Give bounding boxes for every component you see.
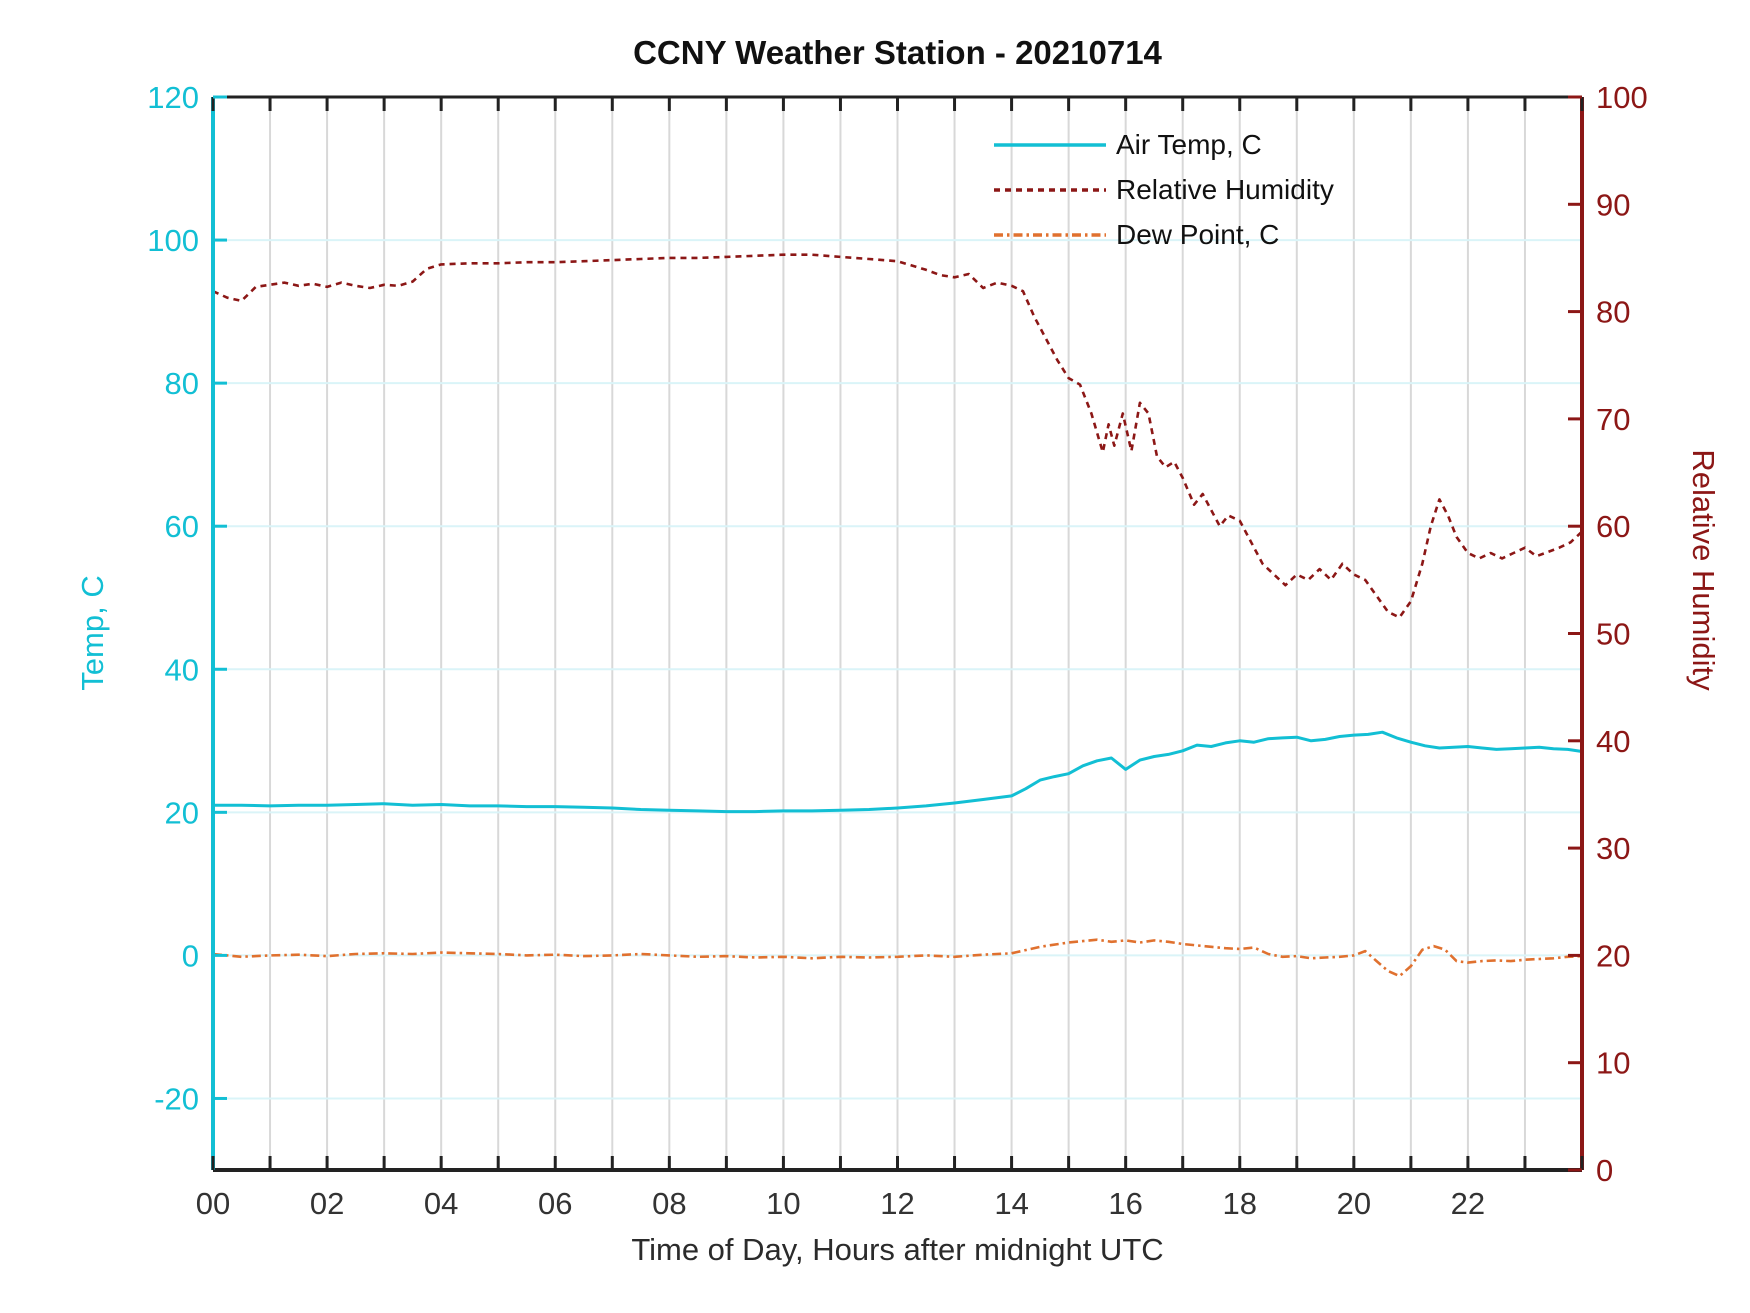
x-tick-label: 02 (310, 1186, 344, 1221)
legend-line-sample (994, 142, 1106, 147)
legend-item: Dew Point, C (992, 212, 1334, 257)
right-y-axis-label: Relative Humidity (1686, 449, 1721, 691)
left-tick-label: 120 (147, 80, 199, 115)
left-tick-label: 80 (165, 366, 199, 401)
left-tick-label: 0 (182, 938, 199, 973)
right-tick-label: 90 (1596, 187, 1630, 222)
right-tick-label: 80 (1596, 295, 1630, 330)
right-tick-label: 70 (1596, 402, 1630, 437)
right-tick-label: 10 (1596, 1046, 1630, 1081)
series-air-temp-c (213, 730, 1583, 814)
right-tick-label: 40 (1596, 724, 1630, 759)
left-tick-label: 60 (165, 509, 199, 544)
legend-item: Air Temp, C (992, 122, 1334, 167)
legend: Air Temp, C Relative Humidity Dew Point, C (992, 122, 1334, 257)
x-tick-label: 22 (1451, 1186, 1485, 1221)
legend-label: Air Temp, C (1116, 128, 1262, 160)
legend-line-sample (994, 232, 1106, 237)
x-tick-label: 06 (538, 1186, 572, 1221)
x-tick-label: 04 (424, 1186, 458, 1221)
left-tick-label: 40 (165, 652, 199, 687)
x-tick-label: 14 (994, 1186, 1028, 1221)
right-tick-label: 30 (1596, 831, 1630, 866)
x-tick-label: 10 (766, 1186, 800, 1221)
left-tick-label: 100 (147, 223, 199, 258)
x-tick-label: 08 (652, 1186, 686, 1221)
right-tick-label: 100 (1596, 80, 1648, 115)
left-tick-label: 20 (165, 795, 199, 830)
x-axis-label: Time of Day, Hours after midnight UTC (631, 1232, 1164, 1267)
chart-title: CCNY Weather Station - 20210714 (633, 34, 1162, 71)
x-tick-label: 12 (880, 1186, 914, 1221)
left-tick-label: -20 (154, 1081, 199, 1116)
series-relative-humidity (212, 253, 1583, 619)
x-tick-label: 00 (196, 1186, 230, 1221)
x-tick-label: 16 (1108, 1186, 1142, 1221)
left-y-axis-label: Temp, C (75, 575, 110, 691)
legend-line-sample (994, 187, 1106, 192)
right-tick-label: 20 (1596, 938, 1630, 973)
right-tick-label: 50 (1596, 617, 1630, 652)
x-tick-label: 18 (1223, 1186, 1257, 1221)
x-tick-label: 20 (1337, 1186, 1371, 1221)
right-tick-label: 0 (1596, 1153, 1613, 1188)
right-tick-label: 60 (1596, 509, 1630, 544)
legend-label: Dew Point, C (1116, 218, 1280, 250)
legend-label: Relative Humidity (1116, 173, 1334, 205)
legend-item: Relative Humidity (992, 167, 1334, 212)
